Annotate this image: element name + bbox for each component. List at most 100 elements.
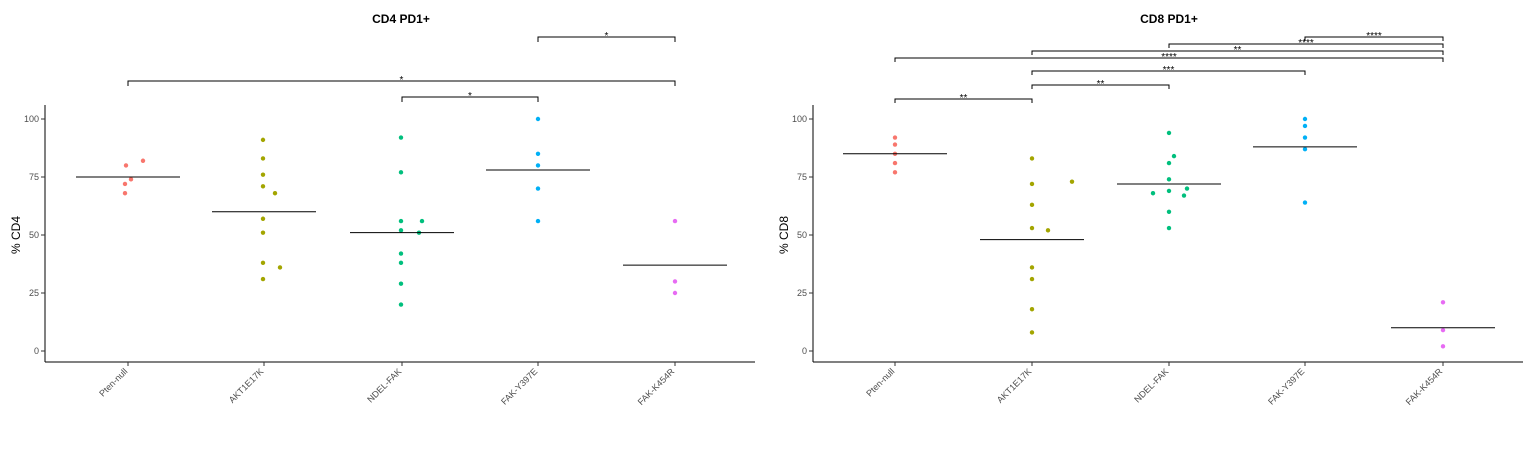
y-tick-label: 50	[797, 230, 807, 240]
data-point	[123, 163, 129, 168]
data-point	[672, 279, 678, 284]
data-point	[1302, 200, 1308, 205]
data-point	[398, 251, 404, 256]
data-point	[892, 142, 898, 147]
data-point	[672, 218, 678, 224]
significance-label: **	[1234, 45, 1242, 56]
y-axis-label: % CD4	[9, 216, 23, 254]
data-point	[398, 260, 404, 266]
data-point	[892, 160, 898, 166]
significance-bracket	[1304, 36, 1444, 41]
data-point	[122, 191, 128, 196]
data-point	[1181, 193, 1187, 198]
data-point	[122, 181, 128, 187]
data-point	[1440, 300, 1446, 305]
significance-label: ****	[1298, 38, 1314, 49]
data-point	[260, 156, 266, 161]
significance-bracket	[1031, 84, 1170, 89]
significance-label: ****	[1366, 31, 1382, 42]
significance-bracket	[127, 80, 676, 86]
data-point	[260, 216, 266, 221]
data-point	[892, 135, 898, 140]
x-tick-label: FAK-Y397E	[499, 366, 539, 406]
data-point	[277, 265, 283, 270]
data-point	[1166, 160, 1172, 166]
significance-label: **	[960, 93, 968, 104]
y-tick-label: 0	[802, 346, 807, 356]
data-point	[1029, 225, 1035, 231]
y-tick-label: 75	[29, 172, 39, 182]
data-point	[1171, 153, 1177, 159]
panel-cd8: CD8 PD1+ % CD8 0 25 50 75 100 Pten-null AKT1E1…	[777, 12, 1523, 407]
chart-title: CD8 PD1+	[1140, 12, 1198, 26]
x-tick-label: AKT1E17K	[227, 366, 266, 405]
data-point	[398, 228, 404, 233]
y-tick-label: 75	[797, 172, 807, 182]
data-point	[1302, 146, 1308, 152]
x-tick-label: FAK-K454R	[636, 366, 677, 407]
data-point	[1440, 344, 1446, 349]
y-tick-label: 100	[792, 114, 807, 124]
data-point	[1166, 225, 1172, 231]
data-point	[260, 184, 266, 189]
y-axis-label: % CD8	[777, 216, 791, 254]
data-point	[892, 170, 898, 175]
data-point	[398, 218, 404, 224]
data-point	[1302, 116, 1308, 122]
data-point	[1150, 191, 1156, 196]
x-tick-label: Pten-null	[864, 366, 896, 398]
data-point	[260, 276, 266, 282]
data-point	[419, 218, 425, 224]
x-tick-label: NDEL-FAK	[1132, 366, 1170, 404]
significance-bracket	[894, 57, 1444, 62]
data-point	[1045, 228, 1051, 233]
chart-title: CD4 PD1+	[372, 12, 430, 26]
data-point	[535, 218, 541, 224]
data-point	[1184, 186, 1190, 191]
x-tick-label: FAK-Y397E	[1266, 366, 1306, 406]
data-point	[535, 186, 541, 191]
x-tick-label: AKT1E17K	[995, 366, 1034, 405]
data-point	[1166, 209, 1172, 214]
data-point	[535, 116, 541, 122]
data-point	[1029, 202, 1035, 208]
significance-bracket	[401, 96, 539, 102]
significance-label: ****	[1161, 52, 1177, 63]
y-tick-label: 100	[24, 114, 39, 124]
data-point	[1029, 265, 1035, 270]
data-point	[535, 151, 541, 156]
data-point	[1166, 130, 1172, 136]
y-tick-label: 50	[29, 230, 39, 240]
x-tick-label: FAK-K454R	[1404, 366, 1445, 407]
x-tick-label: NDEL-FAK	[365, 366, 403, 404]
data-point	[1302, 135, 1308, 140]
significance-bracket	[894, 98, 1033, 103]
significance-bracket	[1031, 70, 1306, 75]
data-point	[1440, 327, 1446, 333]
data-point	[260, 260, 266, 266]
data-point	[1029, 181, 1035, 187]
y-tick-label: 25	[29, 288, 39, 298]
data-point	[1029, 276, 1035, 282]
x-tick-label: Pten-null	[97, 366, 129, 398]
significance-label: ***	[1163, 65, 1175, 76]
data-point	[260, 137, 266, 143]
data-point	[260, 230, 266, 235]
data-point	[260, 172, 266, 177]
data-point	[1069, 179, 1075, 184]
data-point	[1029, 330, 1035, 335]
data-point	[1029, 156, 1035, 161]
data-point	[128, 177, 134, 182]
significance-label: *	[605, 31, 609, 42]
data-point	[535, 163, 541, 168]
data-point	[1166, 177, 1172, 182]
significance-bracket	[1031, 50, 1444, 55]
data-point	[398, 135, 404, 140]
significance-label: *	[400, 75, 404, 86]
significance-label: **	[1097, 79, 1105, 90]
y-tick-label: 25	[797, 288, 807, 298]
significance-label: *	[468, 91, 472, 102]
y-tick-label: 0	[34, 346, 39, 356]
data-point	[1166, 188, 1172, 194]
